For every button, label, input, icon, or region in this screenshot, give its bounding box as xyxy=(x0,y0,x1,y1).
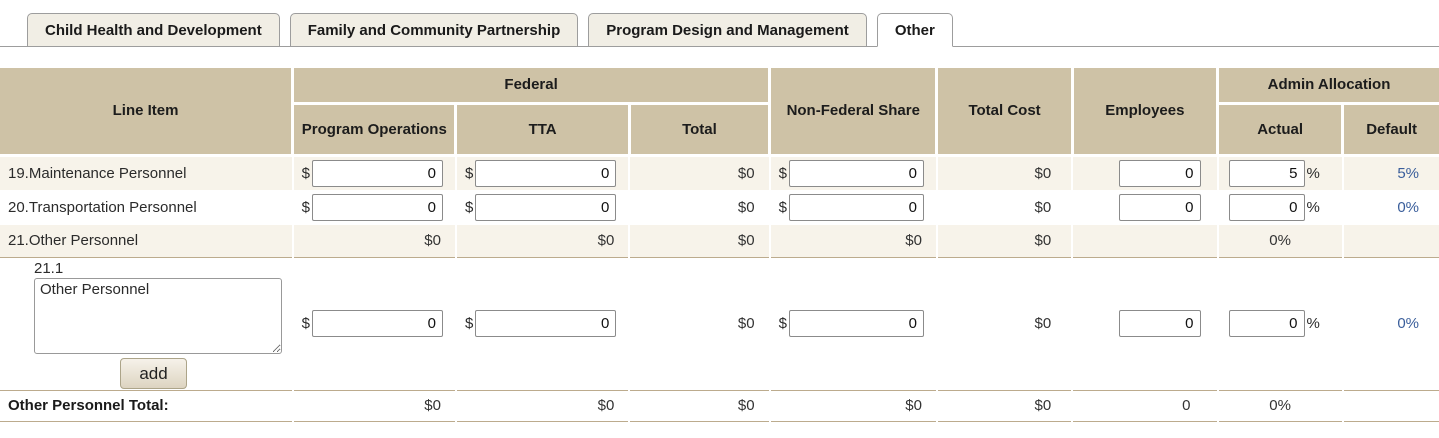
header-admin-default: Default xyxy=(1342,103,1439,157)
row19-admin-actual-input[interactable] xyxy=(1228,159,1305,187)
row20-label: 20.Transportation Personnel xyxy=(0,190,294,225)
row19-federal-total: $0 xyxy=(629,155,771,190)
row211-tta-input[interactable] xyxy=(475,310,617,337)
row19-admin-actual-cell: % xyxy=(1217,155,1344,190)
row19-non-federal-cell: $ xyxy=(769,155,938,190)
row-21-1-other-personnel-entry: 21.1 Other Personnel add $ $ $0 xyxy=(0,257,1439,390)
percent-sign: % xyxy=(1306,164,1320,182)
row21-total-cost: $0 xyxy=(936,225,1074,258)
row20-non-federal-input[interactable] xyxy=(788,194,924,221)
row211-description-textarea[interactable]: Other Personnel xyxy=(34,278,282,354)
row-21-other-personnel: 21.Other Personnel $0 $0 $0 $0 $0 0% xyxy=(0,225,1439,258)
row19-label: 19.Maintenance Personnel xyxy=(0,155,294,190)
row19-program-operations-cell: $ xyxy=(292,155,457,190)
dollar-sign: $ xyxy=(301,315,310,332)
dollar-sign: $ xyxy=(778,199,787,216)
row211-non-federal-input[interactable] xyxy=(788,310,924,337)
row19-total-cost: $0 xyxy=(936,155,1074,190)
header-line-item: Line Item xyxy=(0,68,295,157)
row20-non-federal-cell: $ xyxy=(769,190,938,225)
header-program-operations: Program Operations xyxy=(292,103,458,157)
header-non-federal-share: Non-Federal Share xyxy=(769,68,939,157)
row19-employees-cell xyxy=(1072,155,1219,190)
tab-child-health-and-development[interactable]: Child Health and Development xyxy=(27,13,280,47)
row211-employees-input[interactable] xyxy=(1118,310,1201,337)
row20-admin-default: 0% xyxy=(1397,199,1419,216)
row211-admin-default: 0% xyxy=(1342,257,1439,390)
row211-program-operations-cell: $ xyxy=(292,257,457,390)
row211-line-item-cell: 21.1 Other Personnel add xyxy=(0,257,294,390)
row21-label: 21.Other Personnel xyxy=(0,225,294,258)
row19-admin-default: 5% xyxy=(1342,155,1439,190)
row211-admin-actual-cell: % xyxy=(1217,257,1344,390)
row211-employees-cell xyxy=(1072,257,1219,390)
row211-federal-total: $0 xyxy=(629,257,771,390)
total-federal-total: $0 xyxy=(629,389,771,422)
header-federal-group: Federal xyxy=(292,68,772,105)
row20-tta-cell: $ xyxy=(455,190,631,225)
other-personnel-total-row: Other Personnel Total: $0 $0 $0 $0 $0 0 … xyxy=(0,389,1439,422)
header-admin-allocation-group: Admin Allocation xyxy=(1217,68,1439,105)
row21-admin-actual: 0% xyxy=(1217,225,1344,258)
total-row-label: Other Personnel Total: xyxy=(0,389,294,422)
header-admin-actual: Actual xyxy=(1217,103,1345,157)
header-tta: TTA xyxy=(455,103,631,157)
dollar-sign: $ xyxy=(464,315,474,332)
row211-number-label: 21.1 xyxy=(34,260,64,277)
row21-tta: $0 xyxy=(455,225,631,258)
row19-tta-cell: $ xyxy=(455,155,631,190)
header-employees: Employees xyxy=(1072,68,1220,157)
row211-program-operations-input[interactable] xyxy=(311,310,443,337)
header-federal-total: Total xyxy=(629,103,772,157)
row211-total-cost: $0 xyxy=(936,257,1074,390)
row20-employees-input[interactable] xyxy=(1118,194,1201,221)
tab-family-and-community-partnership[interactable]: Family and Community Partnership xyxy=(289,13,579,47)
row19-non-federal-input[interactable] xyxy=(788,159,924,187)
row20-federal-total: $0 xyxy=(629,190,771,225)
total-non-federal: $0 xyxy=(769,389,938,422)
row20-employees-cell xyxy=(1072,190,1219,225)
dollar-sign: $ xyxy=(778,164,787,182)
row21-admin-default-cell xyxy=(1342,225,1439,258)
row20-admin-actual-cell: % xyxy=(1217,190,1344,225)
row19-employees-input[interactable] xyxy=(1118,159,1201,187)
row21-employees-cell xyxy=(1072,225,1219,258)
budget-category-tabbar: Child Health and Development Family and … xyxy=(0,0,1439,47)
tab-other[interactable]: Other xyxy=(876,13,953,47)
header-total-cost: Total Cost xyxy=(936,68,1074,157)
row20-tta-input[interactable] xyxy=(475,194,617,221)
percent-sign: % xyxy=(1306,199,1320,216)
row19-tta-input[interactable] xyxy=(475,159,617,187)
dollar-sign: $ xyxy=(464,164,474,182)
row-20-transportation-personnel: 20.Transportation Personnel $ $ $0 $ xyxy=(0,190,1439,225)
row-19-maintenance-personnel: 19.Maintenance Personnel $ $ $0 $ xyxy=(0,155,1439,190)
table-header: Line Item Federal Non-Federal Share Tota… xyxy=(0,68,1439,157)
add-line-item-button[interactable]: add xyxy=(120,358,187,389)
row21-program-operations: $0 xyxy=(292,225,457,258)
row211-tta-cell: $ xyxy=(455,257,631,390)
total-tta: $0 xyxy=(455,389,631,422)
total-total-cost: $0 xyxy=(936,389,1074,422)
dollar-sign: $ xyxy=(778,315,787,332)
row211-admin-actual-input[interactable] xyxy=(1228,310,1305,337)
row211-non-federal-cell: $ xyxy=(769,257,938,390)
row21-federal-total: $0 xyxy=(629,225,771,258)
row19-program-operations-input[interactable] xyxy=(311,159,443,187)
row20-program-operations-cell: $ xyxy=(292,190,457,225)
total-program-operations: $0 xyxy=(292,389,457,422)
dollar-sign: $ xyxy=(464,199,474,216)
row20-total-cost: $0 xyxy=(936,190,1074,225)
row20-admin-actual-input[interactable] xyxy=(1228,194,1305,221)
tab-program-design-and-management[interactable]: Program Design and Management xyxy=(588,13,867,47)
total-admin-actual: 0% xyxy=(1217,389,1344,422)
row21-non-federal: $0 xyxy=(769,225,938,258)
total-admin-default-cell xyxy=(1342,389,1439,422)
percent-sign: % xyxy=(1306,315,1320,332)
other-personnel-budget-table: Line Item Federal Non-Federal Share Tota… xyxy=(0,68,1439,422)
dollar-sign: $ xyxy=(301,199,310,216)
row20-program-operations-input[interactable] xyxy=(311,194,443,221)
dollar-sign: $ xyxy=(301,164,310,182)
total-employees: 0 xyxy=(1072,389,1219,422)
